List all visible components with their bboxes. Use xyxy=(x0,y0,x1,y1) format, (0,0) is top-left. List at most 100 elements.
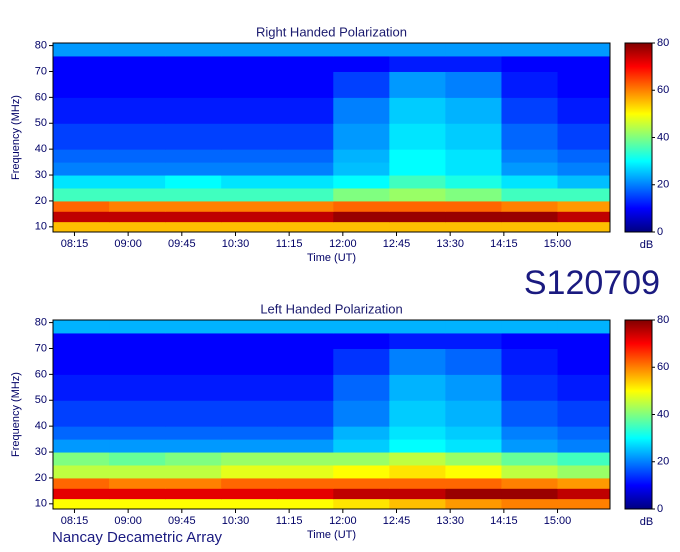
heat-cell xyxy=(53,123,110,150)
x-tick-label: 10:30 xyxy=(222,238,250,250)
colorbar-label: dB xyxy=(640,239,653,251)
heat-cell xyxy=(557,97,611,124)
heat-cell xyxy=(165,55,222,72)
heat-cell xyxy=(501,452,559,466)
heat-cell xyxy=(333,426,390,440)
heat-cell xyxy=(389,477,446,489)
heat-cell xyxy=(221,332,278,349)
heat-cell xyxy=(277,477,334,489)
heat-cell xyxy=(501,374,559,401)
x-tick-label: 08:15 xyxy=(61,238,89,250)
heat-cell xyxy=(445,187,502,202)
heat-cell xyxy=(277,498,334,510)
heat-cell xyxy=(389,439,446,453)
heat-cell xyxy=(445,320,502,334)
heat-cell xyxy=(501,348,559,375)
heat-cell xyxy=(221,55,278,72)
heat-cell xyxy=(109,123,166,150)
heat-cell xyxy=(165,97,222,124)
heat-cell xyxy=(445,97,502,124)
heat-cell xyxy=(501,43,559,57)
heat-cell xyxy=(557,348,611,375)
heat-cell xyxy=(445,221,502,233)
heat-cell xyxy=(53,426,110,440)
colorbar-tick-label: 60 xyxy=(657,361,669,373)
heat-cell xyxy=(389,488,446,500)
heat-cell xyxy=(445,498,502,510)
y-tick-label: 70 xyxy=(35,342,47,354)
heat-cell xyxy=(557,200,611,212)
heat-cell xyxy=(53,175,110,189)
heat-cell xyxy=(557,43,611,57)
heat-cell xyxy=(557,55,611,72)
heat-cell xyxy=(277,332,334,349)
heat-cell xyxy=(165,320,222,334)
heat-cell xyxy=(165,149,222,163)
heat-cell xyxy=(333,477,390,489)
plot-frame xyxy=(52,319,611,510)
heat-cell xyxy=(53,221,110,233)
heat-cell xyxy=(445,348,502,375)
heat-cell xyxy=(221,221,278,233)
heat-cell xyxy=(109,452,166,466)
x-tick-label: 11:15 xyxy=(276,515,303,527)
heat-cell xyxy=(389,55,446,72)
chart-title: Right Handed Polarization xyxy=(256,24,407,39)
heat-cell xyxy=(221,320,278,334)
heat-cell xyxy=(501,320,559,334)
heat-cell xyxy=(389,200,446,212)
colorbar-tick-label: 0 xyxy=(657,226,663,238)
heat-cell xyxy=(557,71,611,98)
heat-cell xyxy=(333,71,390,98)
colorbar-tick-label: 0 xyxy=(657,503,663,515)
heat-cell xyxy=(109,200,166,212)
colorbar-tick-label: 40 xyxy=(657,408,669,420)
colorbar-tick-label: 20 xyxy=(657,456,669,468)
heat-cell xyxy=(501,221,559,233)
heat-cell xyxy=(389,426,446,440)
heat-cell xyxy=(109,162,166,176)
heat-cell xyxy=(557,426,611,440)
heat-cell xyxy=(501,439,559,453)
x-tick-label: 12:00 xyxy=(329,515,357,527)
heat-cell xyxy=(165,400,222,427)
heat-cell xyxy=(277,43,334,57)
heat-cell xyxy=(501,162,559,176)
heat-cell xyxy=(53,452,110,466)
heat-cell xyxy=(501,187,559,202)
heat-cell xyxy=(277,55,334,72)
heat-cell xyxy=(165,187,222,202)
heat-cell xyxy=(501,149,559,163)
heat-cell xyxy=(221,498,278,510)
heat-cell xyxy=(501,97,559,124)
heat-cell xyxy=(277,187,334,202)
heat-cell xyxy=(53,439,110,453)
y-tick-label: 80 xyxy=(35,39,47,51)
plot-frame xyxy=(52,42,611,233)
y-tick-label: 40 xyxy=(35,420,47,432)
heat-cell xyxy=(445,211,502,223)
heat-cell xyxy=(165,464,222,479)
heat-cell xyxy=(221,97,278,124)
heat-cell xyxy=(53,488,110,500)
heat-cell xyxy=(557,211,611,223)
colorbar-tick-label: 20 xyxy=(657,179,669,191)
heat-cell xyxy=(221,71,278,98)
heat-cell xyxy=(557,464,611,479)
heat-cell xyxy=(389,123,446,150)
heat-cell xyxy=(445,149,502,163)
heat-cell xyxy=(277,348,334,375)
heat-cell xyxy=(277,400,334,427)
heat-cell xyxy=(277,211,334,223)
y-tick-label: 80 xyxy=(35,316,47,328)
heat-cell xyxy=(333,123,390,150)
heat-cell xyxy=(557,332,611,349)
heat-cell xyxy=(445,374,502,401)
heat-cell xyxy=(277,464,334,479)
heat-cell xyxy=(277,452,334,466)
heat-cell xyxy=(221,488,278,500)
heat-cell xyxy=(557,221,611,233)
heat-cell xyxy=(501,400,559,427)
heat-cell xyxy=(445,162,502,176)
heat-cell xyxy=(53,162,110,176)
